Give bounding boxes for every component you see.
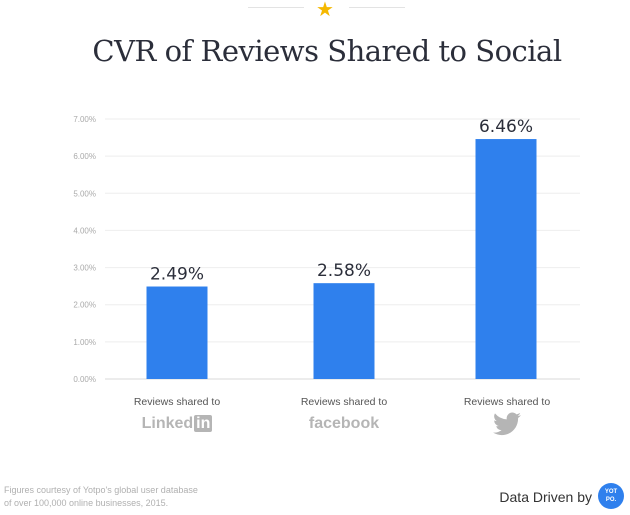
y-tick-label: 0.00% [73, 375, 96, 384]
bar [475, 139, 537, 379]
bar [313, 283, 375, 379]
source-note-line1: Figures courtesy of Yotpo's global user … [4, 485, 198, 495]
x-label-twitter: Reviews shared to [463, 396, 551, 408]
chart-title: CVR of Reviews Shared to Social [92, 34, 562, 68]
bar [146, 286, 208, 379]
yotpo-logo: YOT PO. [598, 483, 624, 509]
badge-line1: YOT [604, 489, 618, 495]
y-tick-label: 4.00% [73, 226, 96, 235]
y-tick-label: 6.00% [73, 152, 96, 161]
x-label-linkedin: Reviews shared to [133, 396, 221, 408]
linkedin-logo: Linked in [141, 415, 213, 432]
source-note: Figures courtesy of Yotpo's global user … [4, 484, 198, 510]
y-tick-label: 7.00% [73, 115, 96, 124]
data-label: 2.58% [317, 261, 371, 281]
y-tick-label: 3.00% [73, 264, 96, 273]
twitter-bird-icon [427, 412, 587, 442]
data-label: 2.49% [150, 265, 204, 285]
data-label: 6.46% [479, 117, 533, 137]
x-label-facebook: Reviews shared to [300, 396, 388, 408]
decor-line-left [248, 7, 304, 8]
source-note-line2: of over 100,000 online businesses, 2015. [4, 498, 169, 508]
badge-line2: PO. [605, 497, 617, 503]
y-tick-label: 2.00% [73, 301, 96, 310]
y-tick-label: 5.00% [73, 189, 96, 198]
facebook-logo: facebook [308, 415, 380, 432]
decor-line-right [349, 7, 405, 8]
y-tick-label: 1.00% [73, 338, 96, 347]
star-icon: ★ [316, 0, 334, 21]
brand-text: Data Driven by [499, 489, 592, 505]
